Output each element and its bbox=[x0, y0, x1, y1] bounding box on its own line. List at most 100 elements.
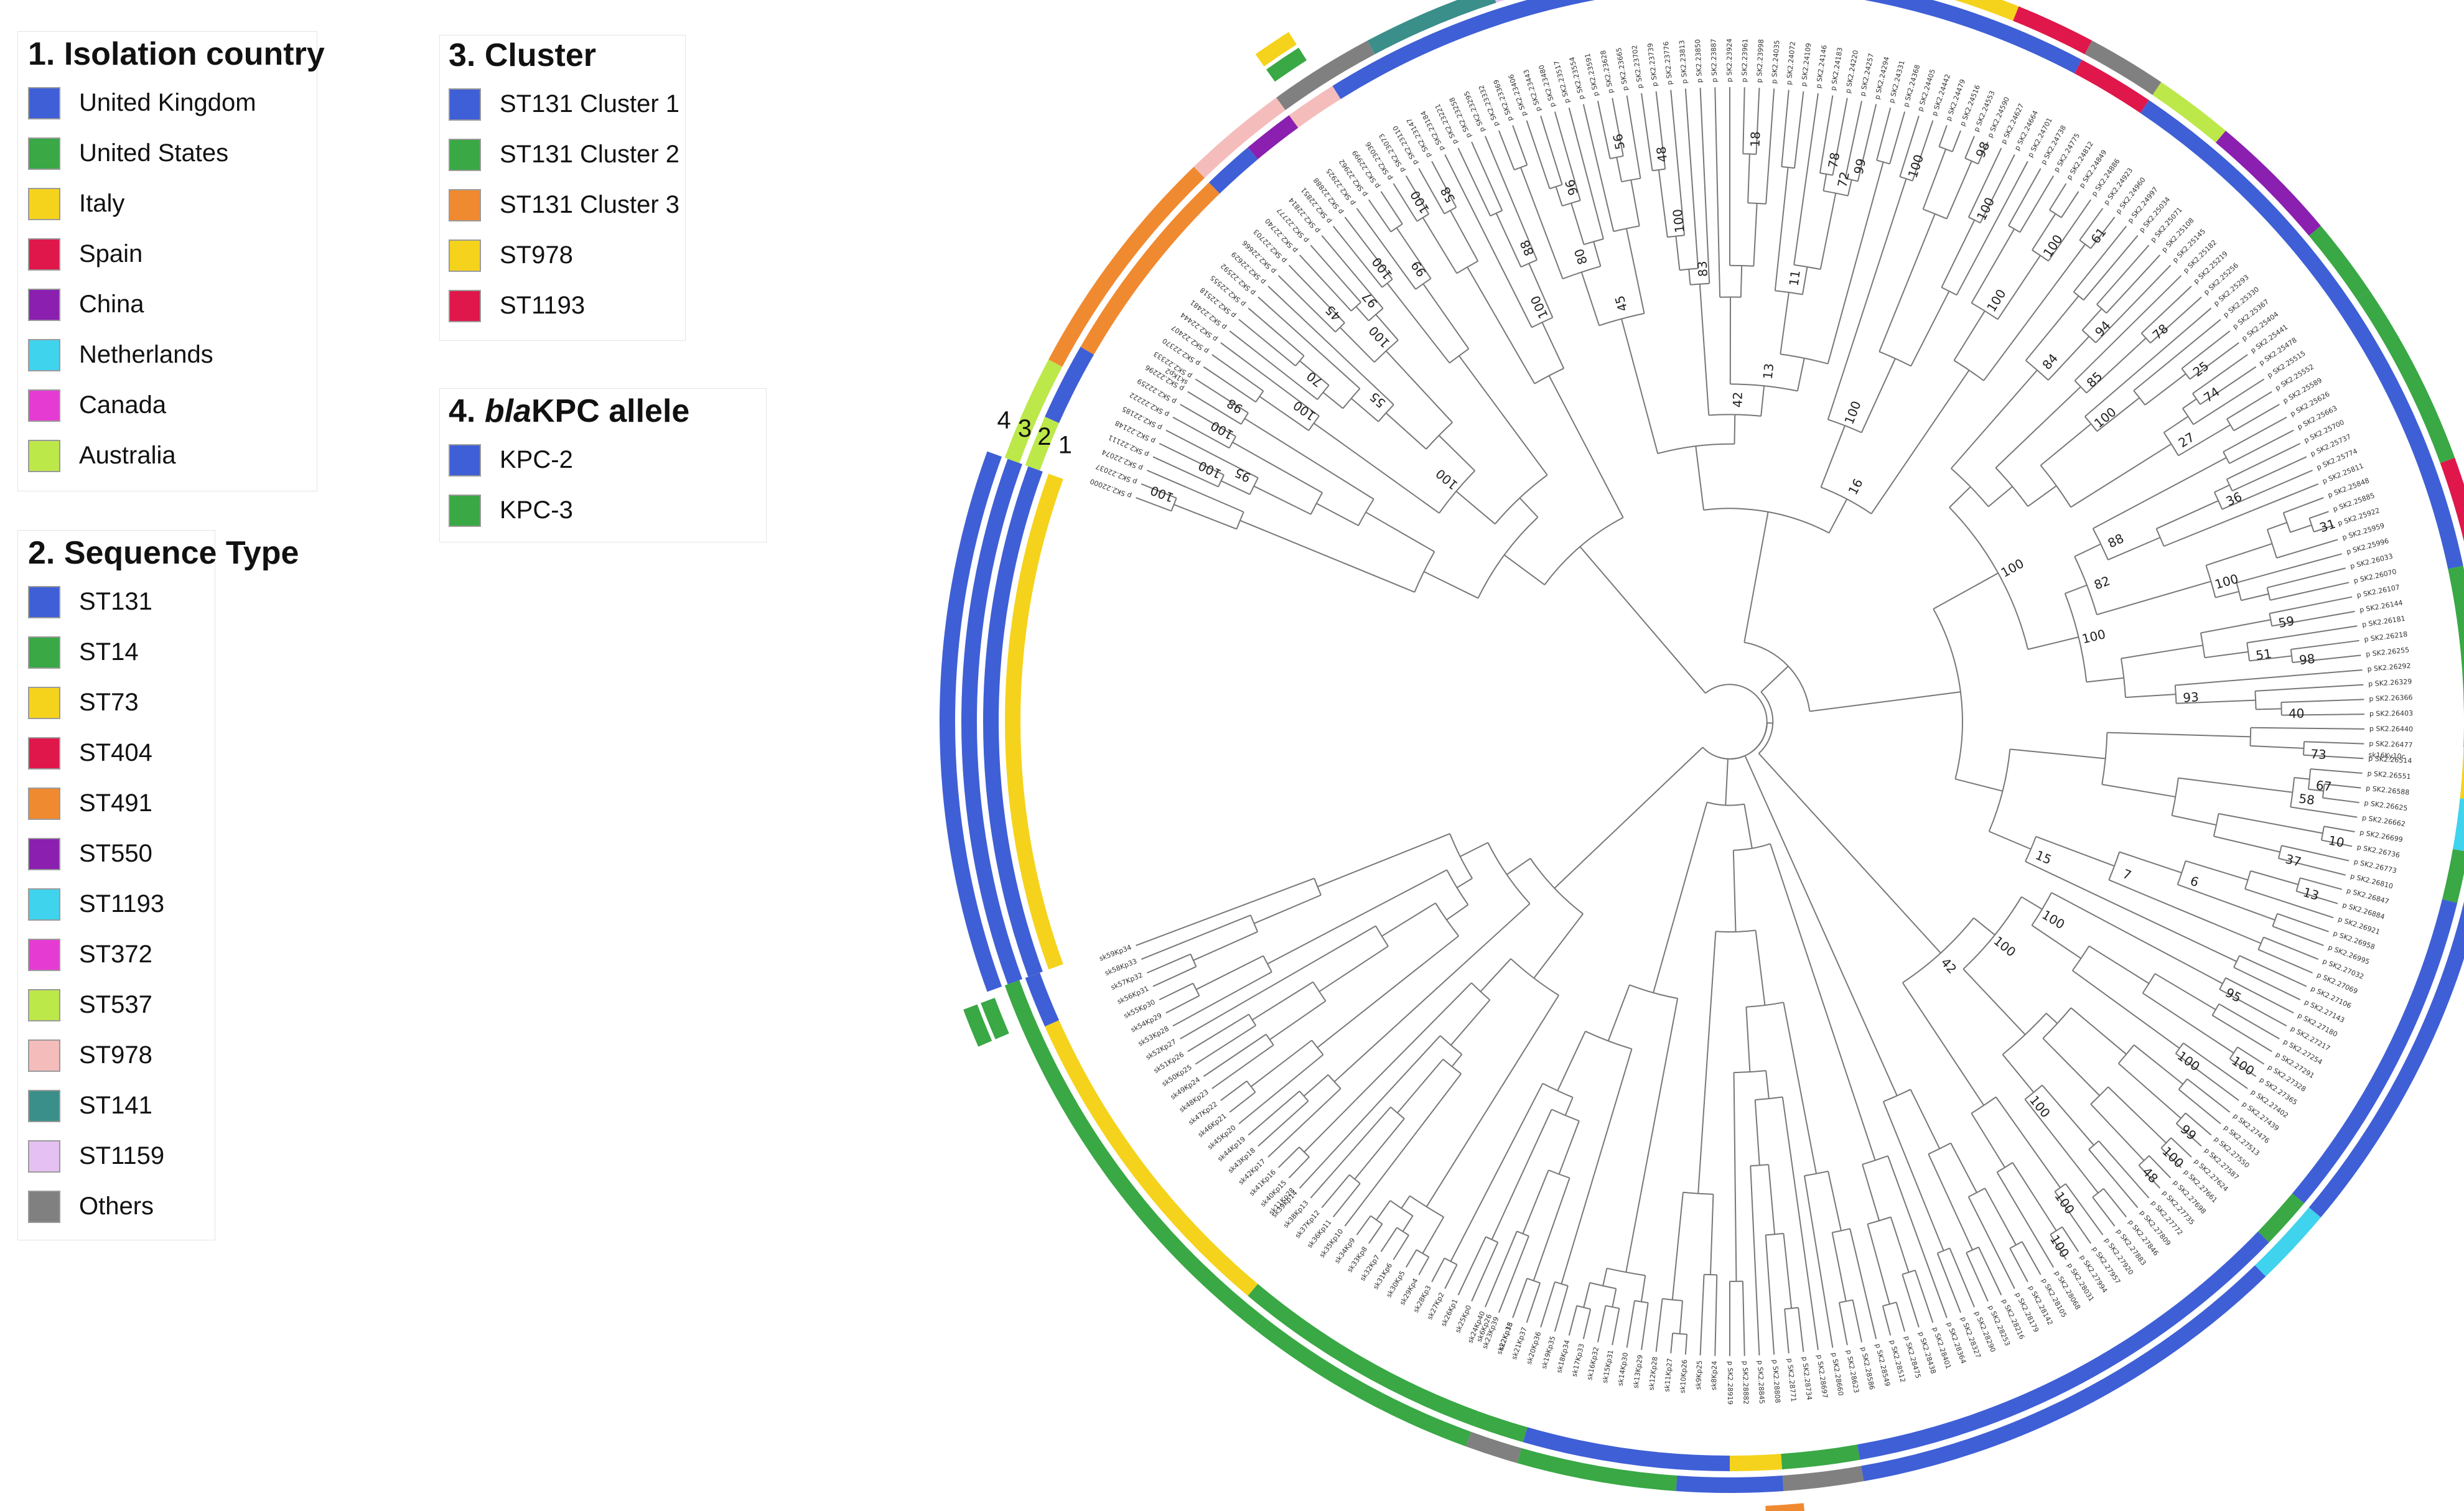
branch-edge bbox=[1232, 442, 1323, 493]
branch-arc bbox=[1862, 1155, 1888, 1165]
branch-edge bbox=[1299, 360, 1330, 386]
branch-arc bbox=[1390, 1106, 1405, 1120]
branch-edge bbox=[2177, 884, 2275, 921]
branch-arc bbox=[1548, 1169, 1570, 1179]
branch-edge bbox=[2107, 537, 2161, 560]
branch-arc bbox=[1456, 260, 1478, 274]
branch-edge bbox=[1742, 1281, 1745, 1356]
gap-ring-st bbox=[1005, 473, 1063, 970]
country-ring-segment bbox=[1782, 1466, 1864, 1491]
legend-swatch bbox=[28, 636, 60, 669]
branch-arc bbox=[1317, 384, 1330, 400]
bootstrap-value: 80 bbox=[1571, 247, 1590, 267]
branch-edge bbox=[1506, 858, 1531, 875]
branch-arc bbox=[1485, 1236, 1498, 1244]
branch-edge bbox=[1670, 1333, 1674, 1354]
bootstrap-value: 82 bbox=[2092, 573, 2112, 593]
branch-edge bbox=[1381, 902, 1436, 937]
branch-arc bbox=[2174, 685, 2177, 704]
branch-edge bbox=[2206, 543, 2272, 566]
branch-edge bbox=[2292, 654, 2361, 663]
branch-edge bbox=[1922, 149, 1947, 210]
tip-label: p SK2.28512 bbox=[1888, 1339, 1906, 1383]
branch-edge bbox=[2178, 1089, 2221, 1125]
country-ring-segment bbox=[2440, 457, 2464, 542]
branch-edge bbox=[1211, 354, 1264, 392]
branch-edge bbox=[2150, 296, 2202, 344]
branch-edge bbox=[2276, 539, 2338, 559]
branch-arc bbox=[2002, 1013, 2047, 1055]
legend-country-list: United Kingdom United States Italy Spain Chi… bbox=[28, 78, 317, 481]
branch-edge bbox=[1709, 1194, 1714, 1275]
branch-edge bbox=[2008, 168, 2042, 226]
branch-edge bbox=[1277, 275, 1336, 333]
branch-edge bbox=[1820, 425, 1846, 488]
branch-edge bbox=[1857, 104, 1877, 182]
branch-arc bbox=[2223, 451, 2230, 464]
branch-edge bbox=[1580, 272, 1600, 326]
country-ring-segment bbox=[1048, 167, 1205, 367]
branch-edge bbox=[1519, 497, 1539, 518]
branch-arc bbox=[1514, 164, 1528, 171]
branch-arc bbox=[1819, 172, 1833, 176]
branch-edge bbox=[1258, 1100, 1309, 1147]
branch-edge bbox=[1984, 1188, 2017, 1245]
tip-label: p SK2.26329 bbox=[2368, 677, 2412, 688]
branch-edge bbox=[1714, 87, 1721, 297]
outer-marker bbox=[963, 1004, 992, 1047]
bootstrap-value: 85 bbox=[2084, 369, 2106, 391]
branch-arc bbox=[2244, 870, 2251, 890]
branch-edge bbox=[1847, 179, 1852, 196]
country-ring-segment bbox=[1367, 0, 1496, 55]
branch-edge bbox=[1495, 213, 1522, 267]
branch-arc bbox=[1939, 146, 1953, 152]
legend-title-kpc-prefix: 4. bbox=[449, 393, 485, 429]
branch-edge bbox=[1765, 1235, 1775, 1355]
branch-edge bbox=[1165, 429, 1259, 479]
branch-arc bbox=[1544, 517, 1624, 585]
legend-swatch bbox=[28, 686, 60, 719]
branch-arc bbox=[2071, 946, 2090, 971]
tip-label: p SK2.28882 bbox=[1741, 1361, 1750, 1405]
branch-edge bbox=[1809, 691, 1961, 712]
branch-edge bbox=[2065, 584, 2088, 595]
bootstrap-value: 58 bbox=[1437, 184, 1458, 205]
branch-edge bbox=[2074, 543, 2101, 557]
branch-edge bbox=[1796, 358, 1805, 391]
branch-edge bbox=[1933, 572, 1999, 610]
legend-kpc-list: KPC-2 KPC-3 bbox=[449, 435, 766, 536]
branch-arc bbox=[1690, 282, 1710, 286]
country-ring-segment bbox=[1954, 0, 2019, 21]
branch-edge bbox=[1451, 1054, 1463, 1067]
branch-edge bbox=[2226, 442, 2301, 480]
annotation-rings bbox=[1004, 0, 2464, 1493]
country-ring-segment bbox=[1676, 1476, 1784, 1493]
bootstrap-value: 40 bbox=[2289, 706, 2305, 722]
country-ring-segment bbox=[2356, 290, 2455, 463]
tip-label: p SK2.26662 bbox=[2361, 814, 2406, 828]
tip-label: sk13Kp29 bbox=[1631, 1354, 1644, 1389]
branch-edge bbox=[1344, 216, 1393, 280]
branch-edge bbox=[2170, 1137, 2192, 1158]
tip-label: sk20Kp36 bbox=[1525, 1331, 1543, 1365]
branch-edge bbox=[1438, 435, 1476, 472]
branch-arc bbox=[1520, 259, 1538, 268]
branch-arc bbox=[2155, 528, 2165, 547]
legend-title-country: 1. Isolation country bbox=[28, 36, 325, 72]
branch-edge bbox=[2054, 1191, 2091, 1244]
branch-edge bbox=[2154, 973, 2216, 1010]
branch-arc bbox=[2192, 393, 2201, 405]
branch-edge bbox=[1385, 412, 1427, 450]
branch-edge bbox=[1504, 554, 1545, 585]
branch-arc bbox=[1673, 1332, 1687, 1335]
tip-label: p SK2.23813 bbox=[1678, 40, 1689, 84]
branch-edge bbox=[2300, 877, 2342, 890]
branch-edge bbox=[1339, 327, 1375, 363]
branch-edge bbox=[1554, 1285, 1569, 1332]
branch-edge bbox=[1203, 1033, 1267, 1077]
branch-edge bbox=[1471, 1242, 1499, 1302]
legend-label: ST978 bbox=[79, 1041, 152, 1069]
legend-label: ST550 bbox=[79, 840, 152, 867]
